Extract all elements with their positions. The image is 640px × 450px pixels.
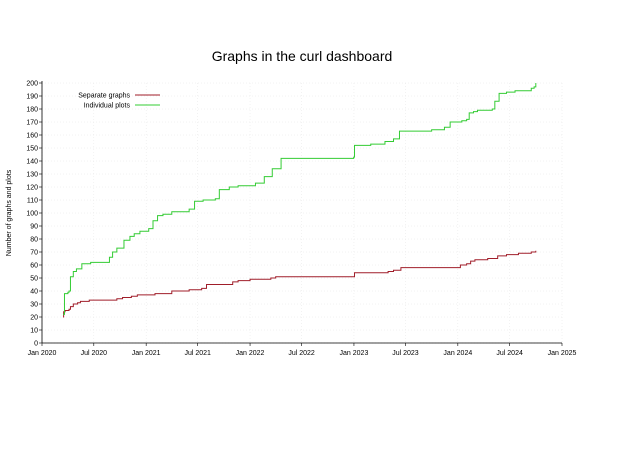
y-tick-label: 10	[30, 328, 38, 335]
y-tick-label: 80	[30, 237, 38, 244]
y-tick-label: 200	[26, 81, 38, 88]
axes: 0 10 20 30 40 50 60 70 80 90 100 110 120 130 140 150 160…	[26, 81, 576, 358]
x-tick-label: Jan 2025	[548, 350, 577, 357]
x-tick-label: Jul 2022	[288, 350, 315, 357]
series-lines	[63, 83, 537, 318]
y-tick-label: 130	[26, 172, 38, 179]
legend: Separate graphs Individual plots	[78, 93, 160, 110]
x-tick-label: Jul 2024	[496, 350, 523, 357]
x-tick-label: Jan 2020	[28, 350, 57, 357]
x-tick-label: Jan 2022	[236, 350, 265, 357]
y-tick-label: 150	[26, 146, 38, 153]
y-tick-label: 20	[30, 315, 38, 322]
x-tick-label: Jan 2023	[340, 350, 369, 357]
y-tick-label: 60	[30, 263, 38, 270]
series-line-individual-plots	[63, 83, 537, 315]
y-tick-label: 90	[30, 224, 38, 231]
y-tick-label: 140	[26, 159, 38, 166]
x-tick-label: Jul 2020	[81, 350, 108, 357]
y-tick-label: 110	[27, 198, 38, 205]
y-tick-label: 50	[30, 276, 38, 283]
y-tick-label: 30	[30, 302, 38, 309]
chart-title: Graphs in the curl dashboard	[212, 48, 393, 64]
legend-label-individual-plots: Individual plots	[84, 103, 131, 110]
y-tick-label: 40	[30, 289, 38, 296]
series-line-separate-graphs	[63, 250, 537, 318]
x-tick-label: Jul 2021	[184, 350, 211, 357]
x-tick-label: Jan 2021	[132, 350, 161, 357]
y-tick-label: 180	[26, 107, 38, 114]
y-tick-label: 190	[26, 94, 38, 101]
y-tick-label: 0	[34, 341, 38, 348]
grid	[41, 82, 563, 344]
y-axis-title: Number of graphs and plots	[6, 169, 13, 256]
x-tick-label: Jan 2024	[443, 350, 472, 357]
y-tick-label: 160	[26, 133, 38, 140]
y-tick-label: 120	[26, 185, 38, 192]
legend-label-separate-graphs: Separate graphs	[78, 93, 130, 100]
x-tick-label: Jul 2023	[392, 350, 419, 357]
y-tick-label: 100	[26, 211, 38, 218]
y-tick-label: 70	[30, 250, 38, 257]
y-tick-label: 170	[26, 120, 38, 127]
